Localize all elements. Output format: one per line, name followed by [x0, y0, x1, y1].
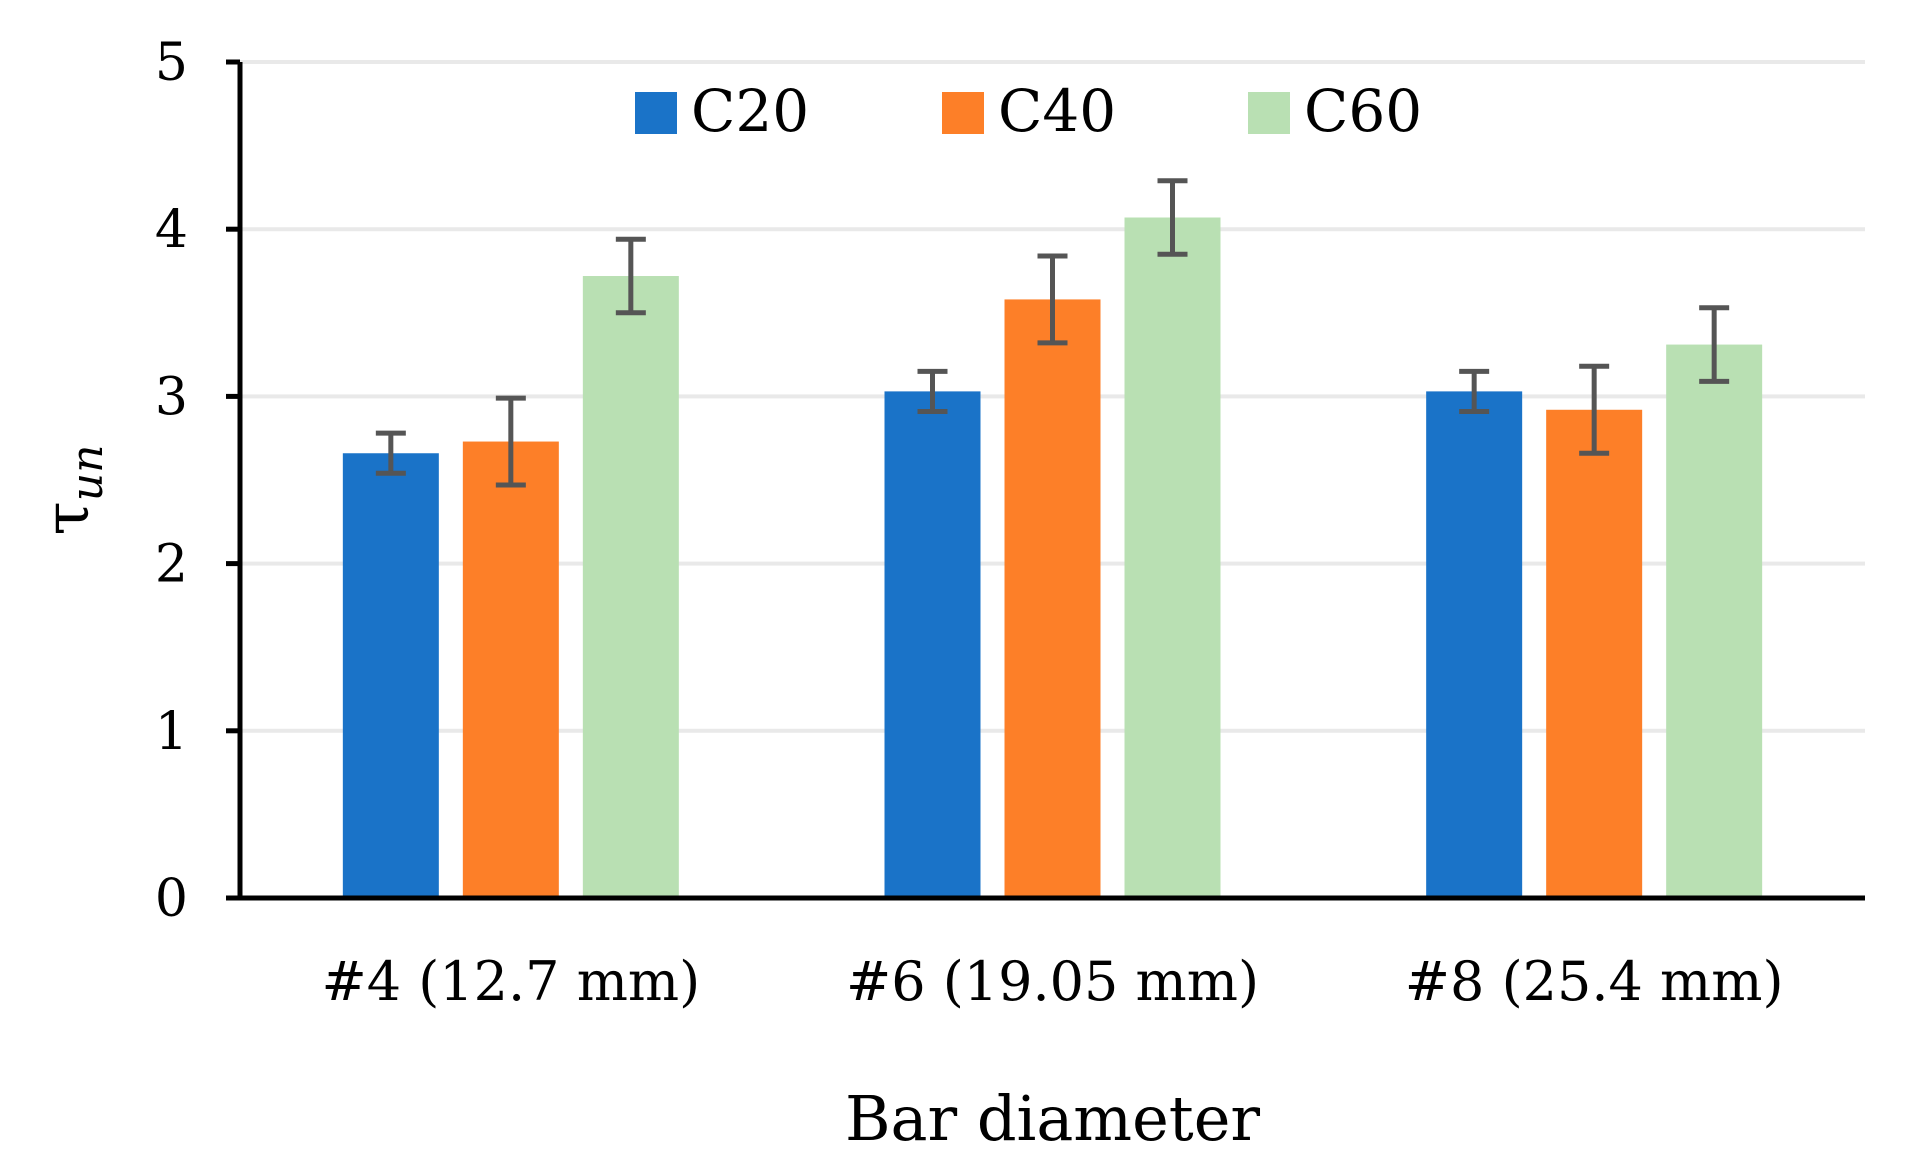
- y-tick-label: 2: [155, 535, 188, 595]
- bar-c60: [1124, 217, 1221, 899]
- y-tick-label: 5: [155, 33, 188, 93]
- legend-swatch-c20: [635, 92, 677, 134]
- x-tick-labels: #4 (12.7 mm) #6 (19.05 mm) #8 (25.4 mm): [321, 950, 1783, 1013]
- bar-c40: [1546, 409, 1643, 898]
- x-tick-label: #6 (19.05 mm): [846, 950, 1259, 1013]
- legend-label-c20: C20: [691, 77, 809, 145]
- bar-c40: [462, 441, 559, 898]
- y-axis-title-main: τ: [30, 501, 103, 535]
- y-tick-label: 3: [155, 367, 188, 427]
- legend-swatch-c60: [1248, 92, 1290, 134]
- bar-c20: [1426, 391, 1523, 898]
- legend-label-c40: C40: [998, 77, 1116, 145]
- bar-c60: [1666, 344, 1763, 898]
- y-tick-label: 1: [155, 702, 188, 762]
- y-tick-label: 4: [155, 200, 188, 260]
- bar-c20: [884, 391, 981, 898]
- y-axis-title-subscript: un: [62, 445, 113, 502]
- error-bars: [375, 178, 1730, 488]
- y-tick-label: 0: [155, 869, 188, 929]
- axes: [237, 62, 1865, 901]
- x-tick-label: #4 (12.7 mm): [321, 950, 700, 1013]
- legend-label-c60: C60: [1304, 77, 1422, 145]
- y-axis-title: τun: [30, 445, 113, 536]
- bar-c20: [342, 453, 439, 898]
- x-axis-title: Bar diameter: [845, 1082, 1260, 1155]
- legend-swatch-c40: [942, 92, 984, 134]
- bar-c60: [582, 276, 679, 898]
- y-tick-labels: 0 1 2 3 4 5: [155, 33, 188, 929]
- bar-c40: [1004, 299, 1101, 898]
- x-tick-label: #8 (25.4 mm): [1405, 950, 1784, 1013]
- legend: C20 C40 C60: [635, 77, 1422, 145]
- bars: [342, 217, 1763, 899]
